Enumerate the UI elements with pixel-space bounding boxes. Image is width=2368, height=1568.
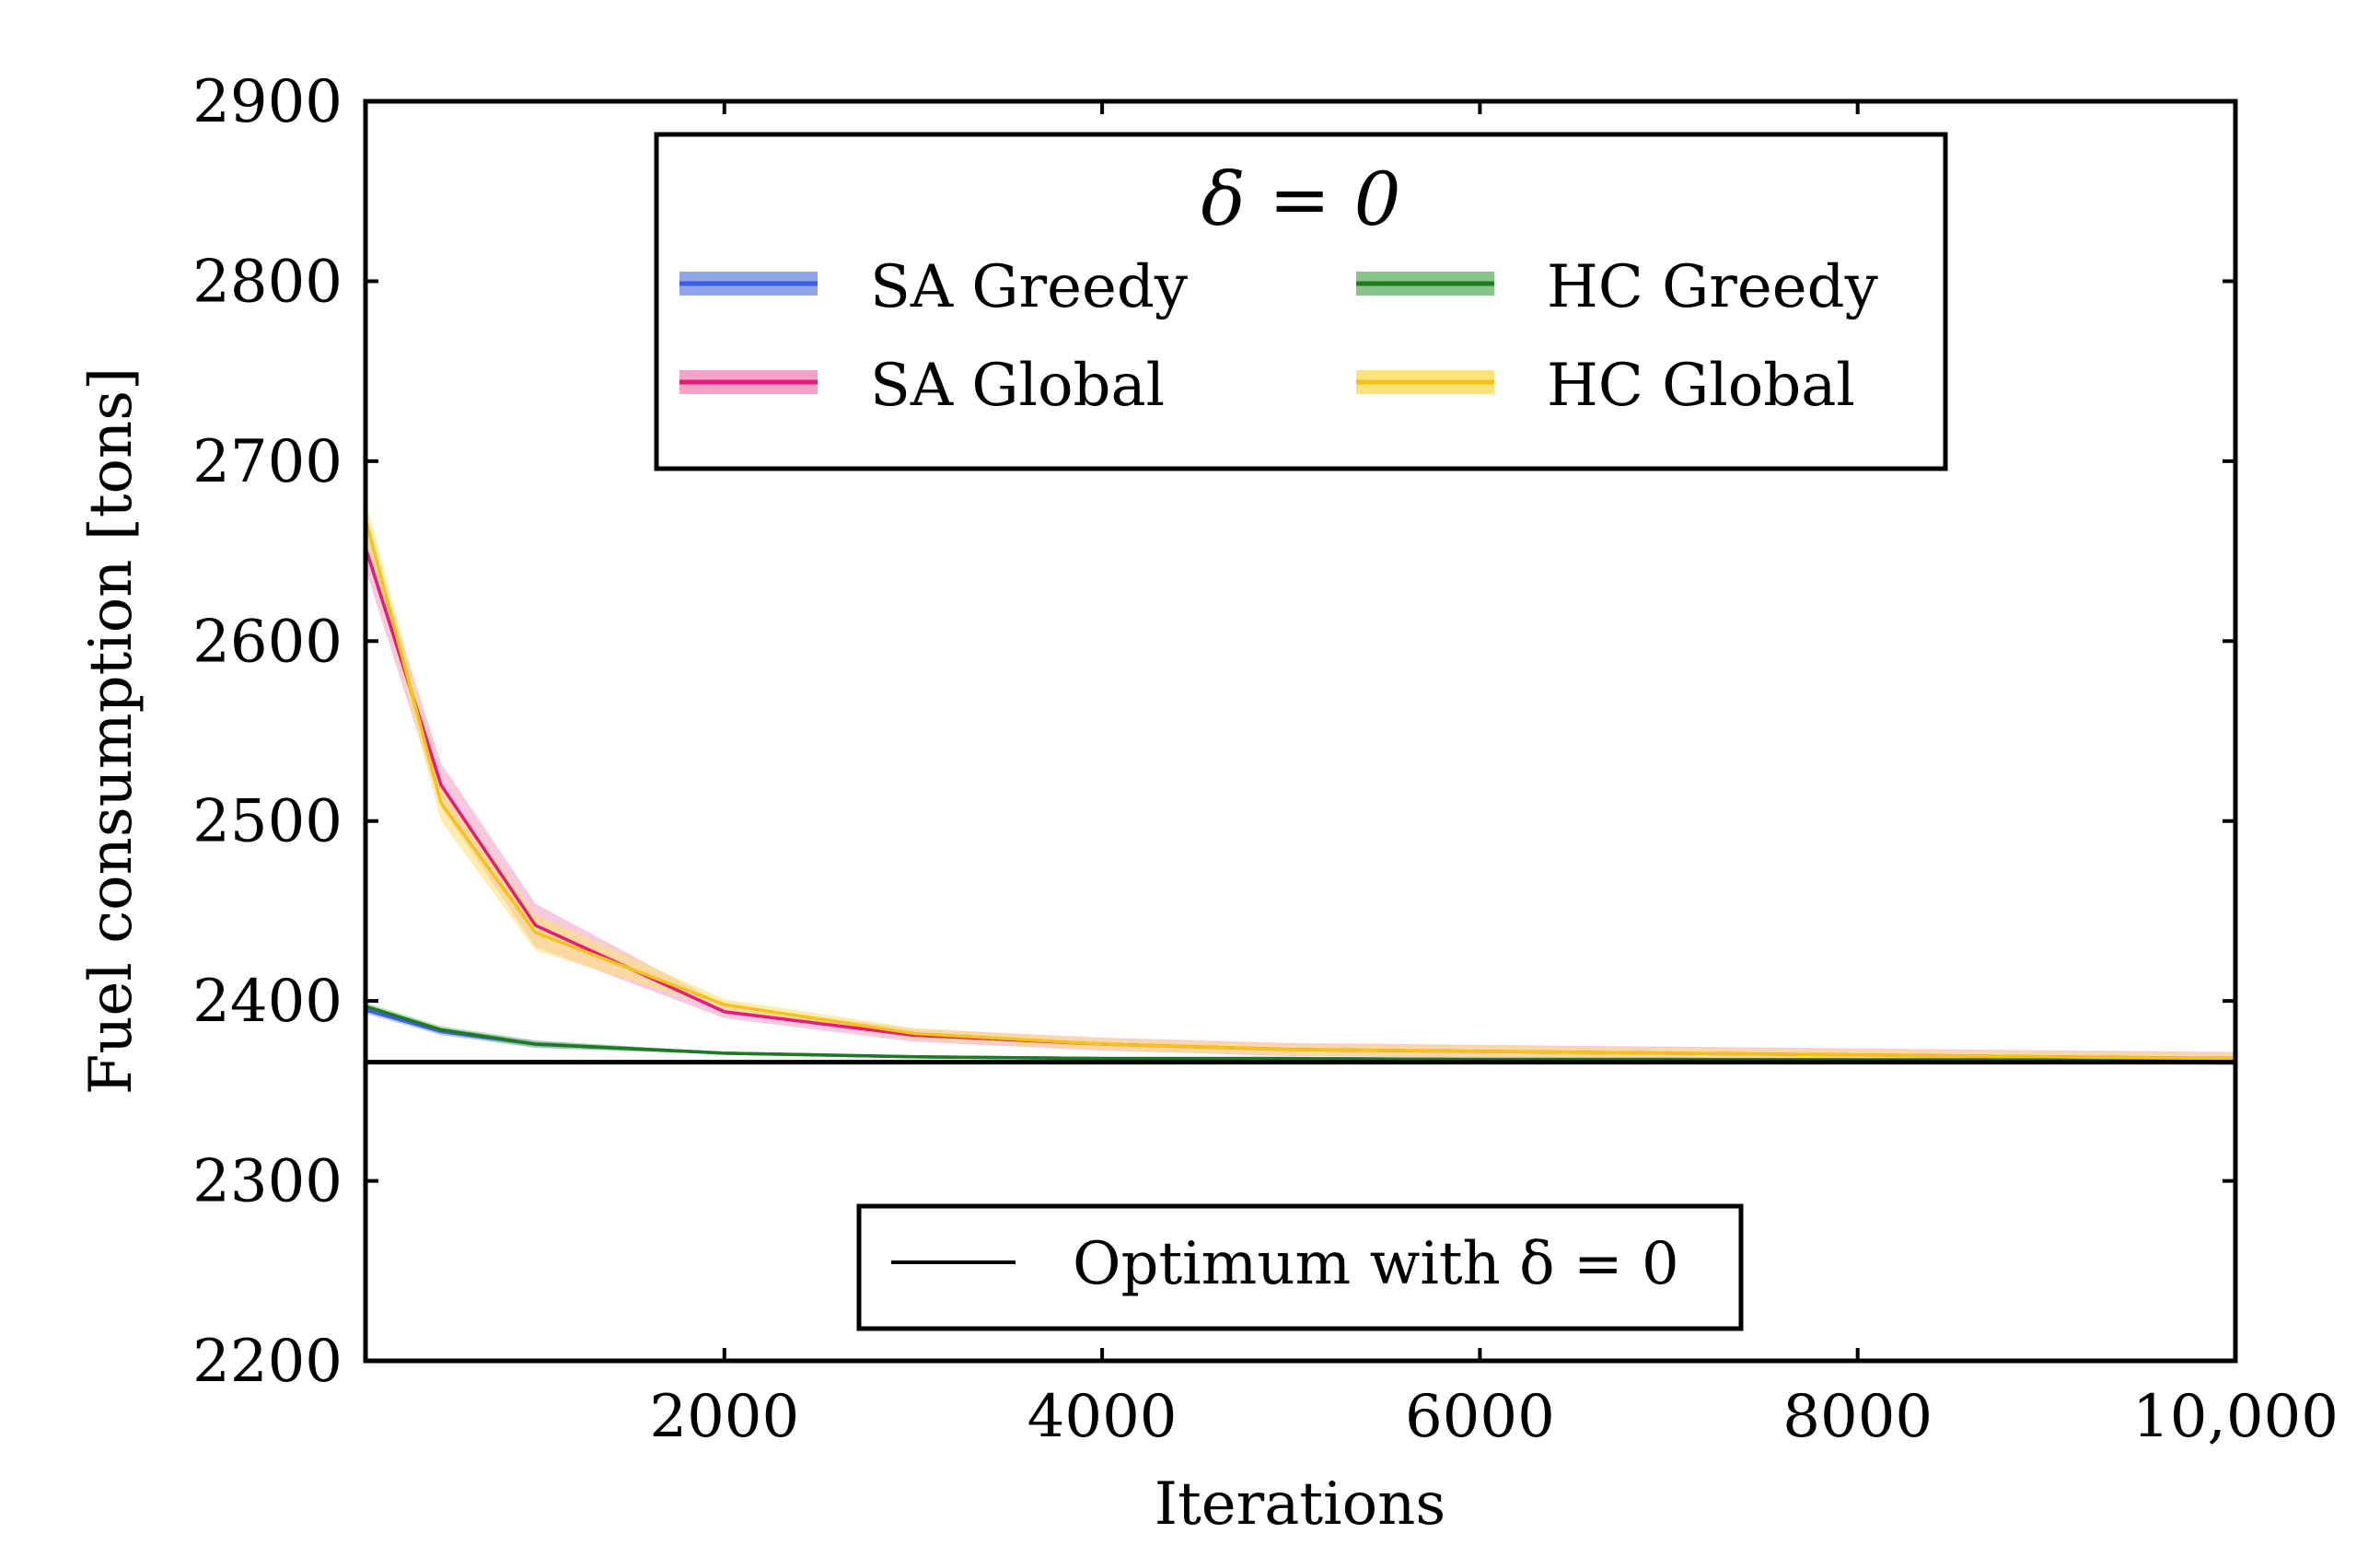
y-tick-label: 2300 [192, 1148, 342, 1216]
reference-legend-box [856, 1203, 1744, 1331]
legend-label-hc-greedy: HC Greedy [1547, 253, 1878, 321]
line-hc-global [364, 517, 2236, 1061]
x-tick-label: 10,000 [2132, 1383, 2339, 1451]
y-tick-label: 2800 [192, 248, 342, 316]
y-axis-label: Fuel consumption [tons] [77, 367, 145, 1095]
legend-box [654, 132, 1948, 471]
legend-label-hc-global: HC Global [1547, 352, 1855, 420]
legend-label-sa-greedy: SA Greedy [870, 253, 1188, 321]
line-hc-greedy [365, 1005, 2236, 1063]
legend: δ = 0 SA Greedy SA Global HC Greedy HC Glob… [654, 132, 1948, 471]
x-axis-label: Iterations [1155, 1470, 1445, 1539]
series-lines [364, 517, 2236, 1063]
legend-label-sa-global: SA Global [870, 352, 1165, 420]
y-tick-label: 2600 [192, 608, 342, 676]
y-tick-label: 2500 [192, 788, 342, 856]
y-tick-label: 2400 [192, 968, 342, 1036]
x-axis-ticks: 2000 4000 6000 8000 10,000 [649, 101, 2339, 1451]
x-tick-label: 2000 [649, 1383, 799, 1451]
x-tick-label: 6000 [1405, 1383, 1555, 1451]
reference-legend: Optimum with δ = 0 [856, 1203, 1744, 1331]
x-tick-label: 4000 [1027, 1383, 1178, 1451]
reference-legend-label: Optimum with δ = 0 [1073, 1230, 1679, 1298]
y-tick-label: 2900 [192, 68, 342, 136]
legend-title: δ = 0 [1201, 157, 1401, 242]
x-tick-label: 8000 [1782, 1383, 1933, 1451]
plot-frame [363, 99, 2238, 1364]
y-tick-label: 2200 [192, 1328, 342, 1396]
y-tick-label: 2700 [192, 428, 342, 496]
y-axis-ticks: 2200 2300 2400 2500 2600 2700 2800 2900 [192, 68, 2235, 1396]
